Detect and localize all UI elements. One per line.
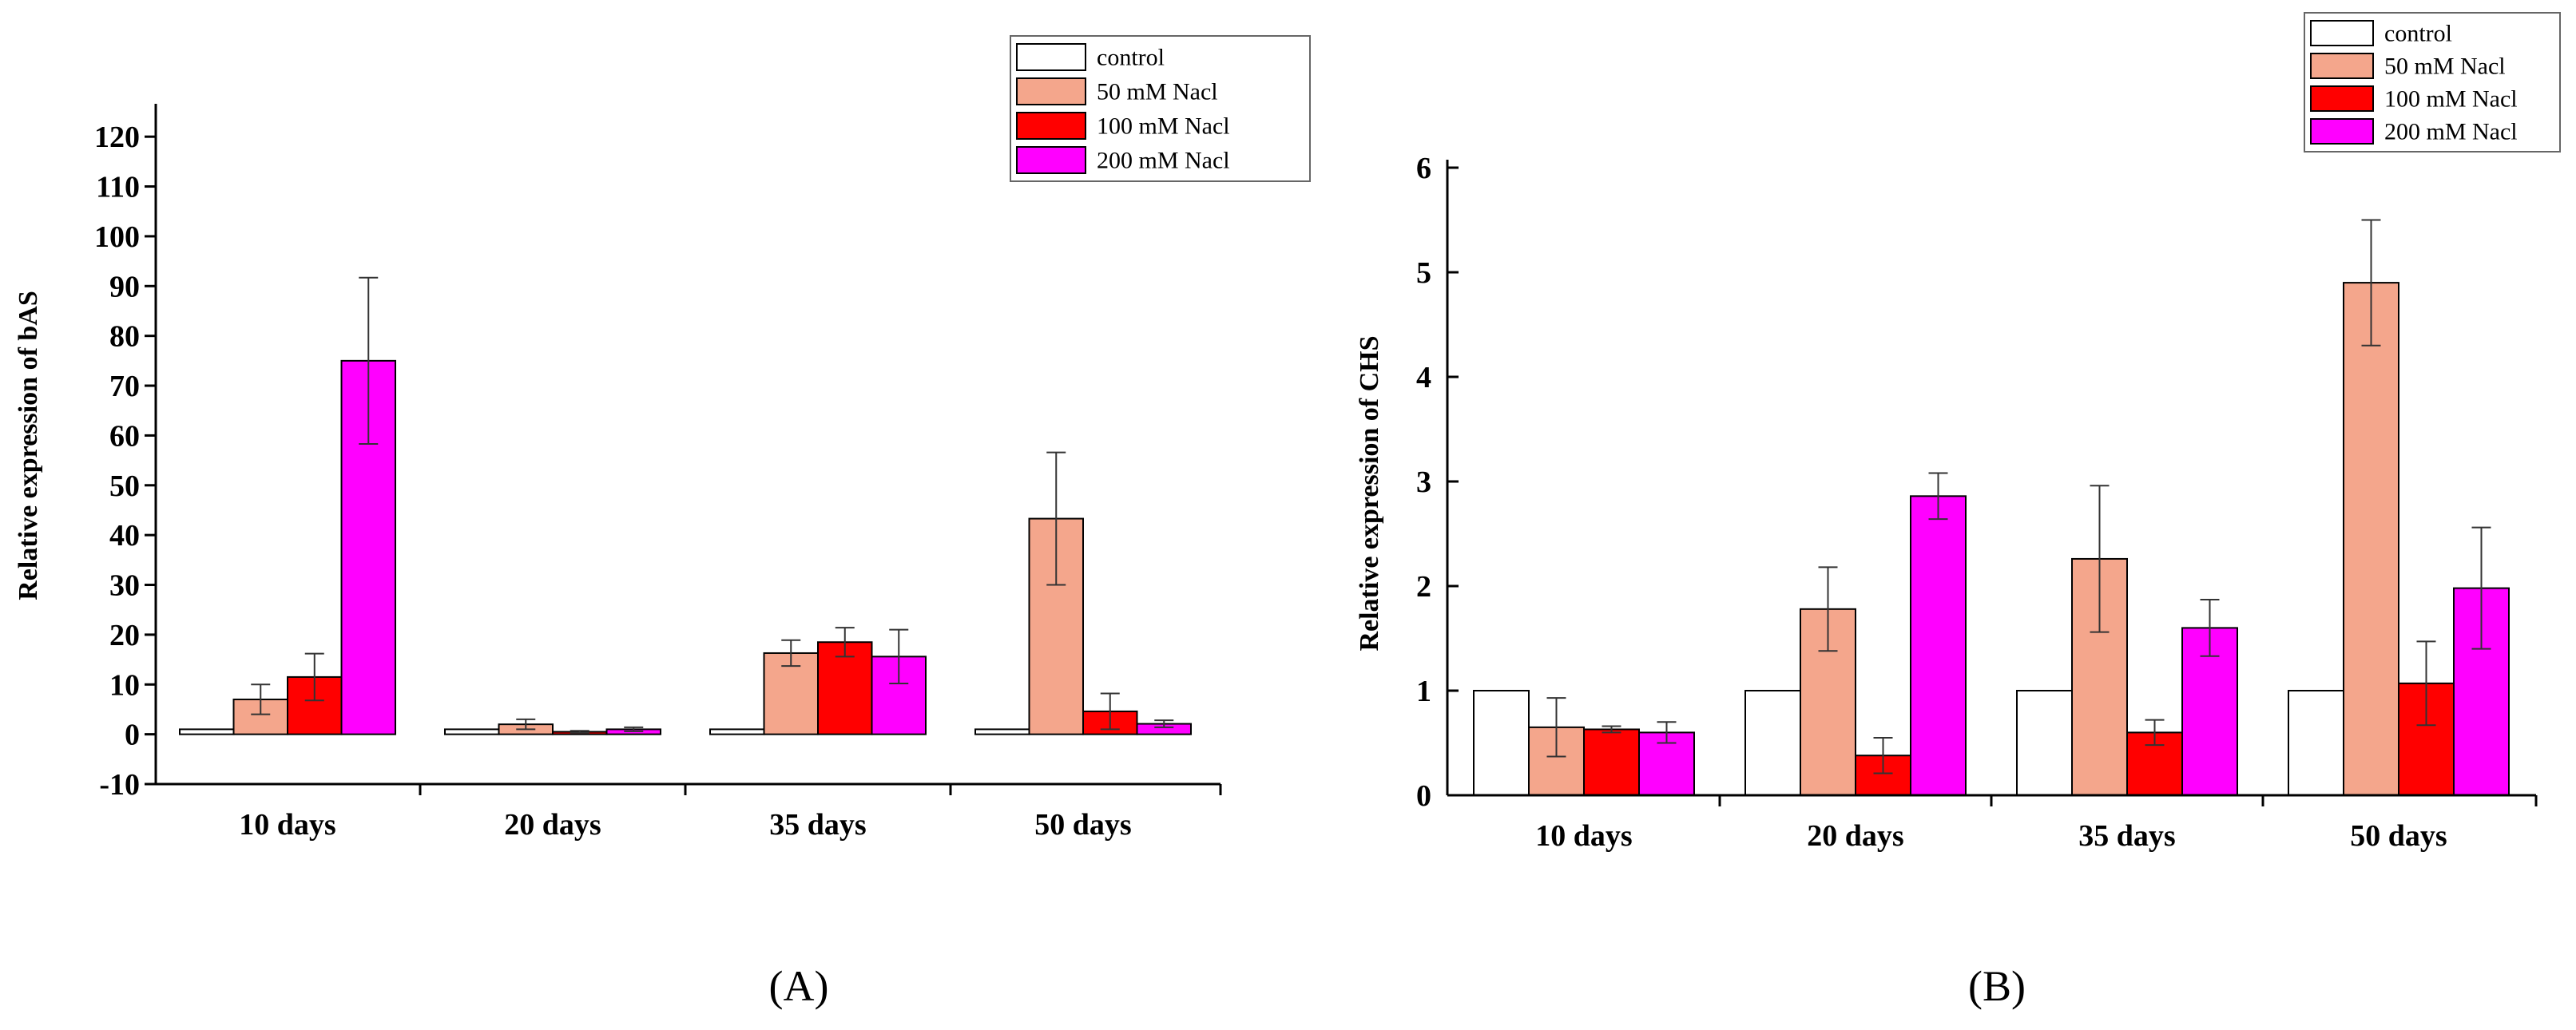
chart-b-bar	[2016, 690, 2073, 796]
chart-b-bar	[2288, 690, 2344, 796]
chart-b-bar	[1583, 728, 1640, 796]
chart-a-x-ticks: 10 days 20 days 35 days 50 days	[239, 784, 1222, 842]
chart-b-legend-label: 200 mM Nacl	[2384, 119, 2518, 145]
chart-a-legend-swatch	[1016, 146, 1086, 174]
chart-a-legend-label: 200 mM Nacl	[1097, 148, 1230, 174]
chart-a-x-tick-label: 50 days	[1034, 808, 1131, 842]
chart-a-y-tick-label: 40	[109, 519, 140, 553]
chart-a-bar	[287, 675, 343, 735]
chart-a-y-tick-label: 110	[96, 171, 140, 204]
chart-a-bar	[179, 728, 235, 735]
chart-b-y-tick-label: 1	[1416, 675, 1431, 708]
chart-a-y-tick-label: 90	[109, 270, 140, 303]
chart-b-legend-swatch	[2310, 53, 2374, 79]
chart-a-y-tick-label: -10	[99, 768, 140, 802]
chart-a-y-tick-label: 30	[109, 569, 140, 603]
chart-a-legend: control 50 mM Nacl 100 mM Nacl 200 mM Nacl	[1010, 35, 1311, 182]
chart-b-panel-label: (B)	[1968, 962, 2026, 1010]
chart-a-y-tick-label: 70	[109, 370, 140, 403]
chart-a-bar	[444, 728, 500, 735]
chart-a-legend-label: 50 mM Nacl	[1097, 79, 1218, 105]
chart-b: 0 1 2 3 4 5 6 10 days 20 days 35 days 50 days Rel…	[1355, 12, 2561, 1010]
chart-a-legend-swatch	[1016, 112, 1086, 140]
chart-b-y-tick-label: 4	[1416, 361, 1431, 394]
chart-b-x-ticks: 10 days 20 days 35 days 50 days	[1535, 795, 2538, 853]
chart-a-bar	[709, 728, 765, 735]
chart-a-error-bars	[251, 276, 1174, 734]
chart-b-x-tick-label: 20 days	[1807, 819, 1903, 853]
chart-a-x-tick-label: 35 days	[769, 808, 866, 842]
chart-b-y-label: Relative expression of CHS	[1355, 335, 1384, 651]
chart-a-y-tick-label: 10	[109, 668, 140, 702]
chart-a-bar	[817, 641, 873, 735]
chart-a-y-tick-label: 50	[109, 469, 140, 503]
chart-b-legend-swatch	[2310, 85, 2374, 112]
chart-b-legend-label: control	[2384, 21, 2452, 47]
chart-b-legend: control 50 mM Nacl 100 mM Nacl 200 mM Nacl	[2304, 12, 2561, 153]
chart-b-bars	[1473, 282, 2510, 797]
chart-b-bar	[1473, 690, 1530, 796]
chart-a-x-tick-label: 20 days	[504, 808, 601, 842]
chart-b-bar	[2343, 282, 2399, 797]
chart-a-axes	[154, 104, 1221, 786]
chart-b-y-tick-label: 6	[1416, 152, 1431, 185]
chart-a-legend-swatch	[1016, 77, 1086, 105]
chart-b-legend-swatch	[2310, 118, 2374, 145]
chart-a-y-tick-label: 20	[109, 619, 140, 652]
chart-b-y-tick-label: 0	[1416, 779, 1431, 813]
chart-b-y-ticks: 0 1 2 3 4 5 6	[1416, 152, 1459, 813]
chart-b-y-tick-label: 5	[1416, 256, 1431, 290]
chart-a-panel-label: (A)	[769, 962, 829, 1010]
chart-b-bar	[1910, 495, 1967, 797]
chart-a: -10 0 10 20 30 40 50 60 70 80 90 100 110 120 10 days 2…	[14, 35, 1311, 1010]
chart-a-bars	[179, 359, 1192, 735]
chart-b-x-tick-label: 10 days	[1535, 819, 1632, 853]
chart-a-legend-swatch	[1016, 43, 1086, 71]
chart-a-y-tick-label: 0	[125, 719, 140, 752]
chart-b-bar	[1744, 690, 1801, 796]
chart-a-y-tick-label: 60	[109, 419, 140, 453]
chart-b-x-tick-label: 50 days	[2350, 819, 2447, 853]
chart-b-legend-swatch	[2310, 20, 2374, 46]
chart-a-y-tick-label: 100	[94, 220, 140, 254]
chart-a-legend-label: 100 mM Nacl	[1097, 113, 1230, 140]
chart-a-x-tick-label: 10 days	[239, 808, 335, 842]
chart-b-legend-label: 50 mM Nacl	[2384, 53, 2506, 80]
chart-b-y-tick-label: 3	[1416, 465, 1431, 499]
chart-b-y-tick-label: 2	[1416, 570, 1431, 604]
chart-a-y-tick-label: 80	[109, 320, 140, 354]
chart-a-y-label: Relative expression of bAS	[14, 291, 43, 600]
chart-a-y-tick-label: 120	[94, 121, 140, 154]
chart-a-legend-label: control	[1097, 45, 1165, 71]
chart-a-y-ticks: -10 0 10 20 30 40 50 60 70 80 90 100 110 120	[94, 121, 156, 802]
chart-b-legend-label: 100 mM Nacl	[2384, 86, 2518, 113]
chart-b-error-bars	[1546, 219, 2491, 774]
chart-a-bar	[974, 728, 1030, 735]
chart-b-x-tick-label: 35 days	[2078, 819, 2175, 853]
